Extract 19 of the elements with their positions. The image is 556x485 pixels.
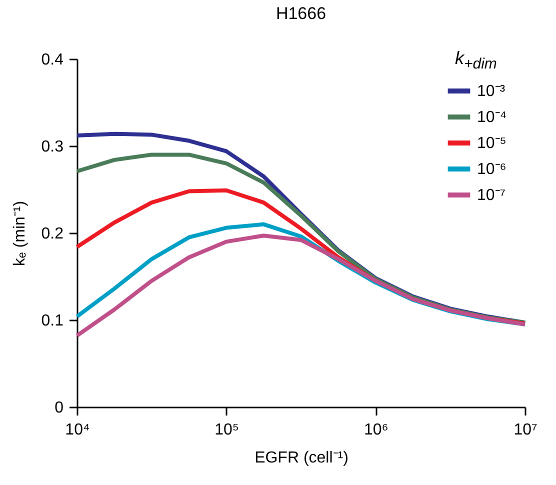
y-tick-label: 0.4 bbox=[41, 52, 64, 68]
x-tick-label: 10⁶ bbox=[364, 422, 388, 438]
y-tick-label: 0.2 bbox=[41, 226, 64, 242]
x-tick-label: 10⁴ bbox=[65, 422, 90, 438]
legend-label: 10⁻⁵ bbox=[477, 135, 506, 152]
legend-label: 10⁻⁷ bbox=[477, 187, 506, 204]
chart-title: H1666 bbox=[276, 4, 326, 23]
line-series bbox=[75, 234, 527, 338]
legend-label: 10⁻³ bbox=[477, 83, 506, 100]
y-tick-label: 0.3 bbox=[41, 138, 64, 156]
legend-label: 10⁻⁶ bbox=[477, 161, 506, 178]
x-tick-label: 10⁷ bbox=[514, 422, 538, 438]
legend-title: k$_{+dim}$ bbox=[455, 48, 497, 73]
y-tick-label: 0 bbox=[54, 400, 64, 416]
y-tick-label: 0.1 bbox=[41, 312, 64, 330]
x-tick-label: 10⁵ bbox=[214, 422, 240, 438]
y-axis-title: kₑ (min⁻¹) bbox=[11, 200, 28, 266]
x-axis-title: EGFR (cell⁻¹) bbox=[254, 450, 348, 466]
legend-label: 10⁻⁴ bbox=[477, 109, 507, 126]
